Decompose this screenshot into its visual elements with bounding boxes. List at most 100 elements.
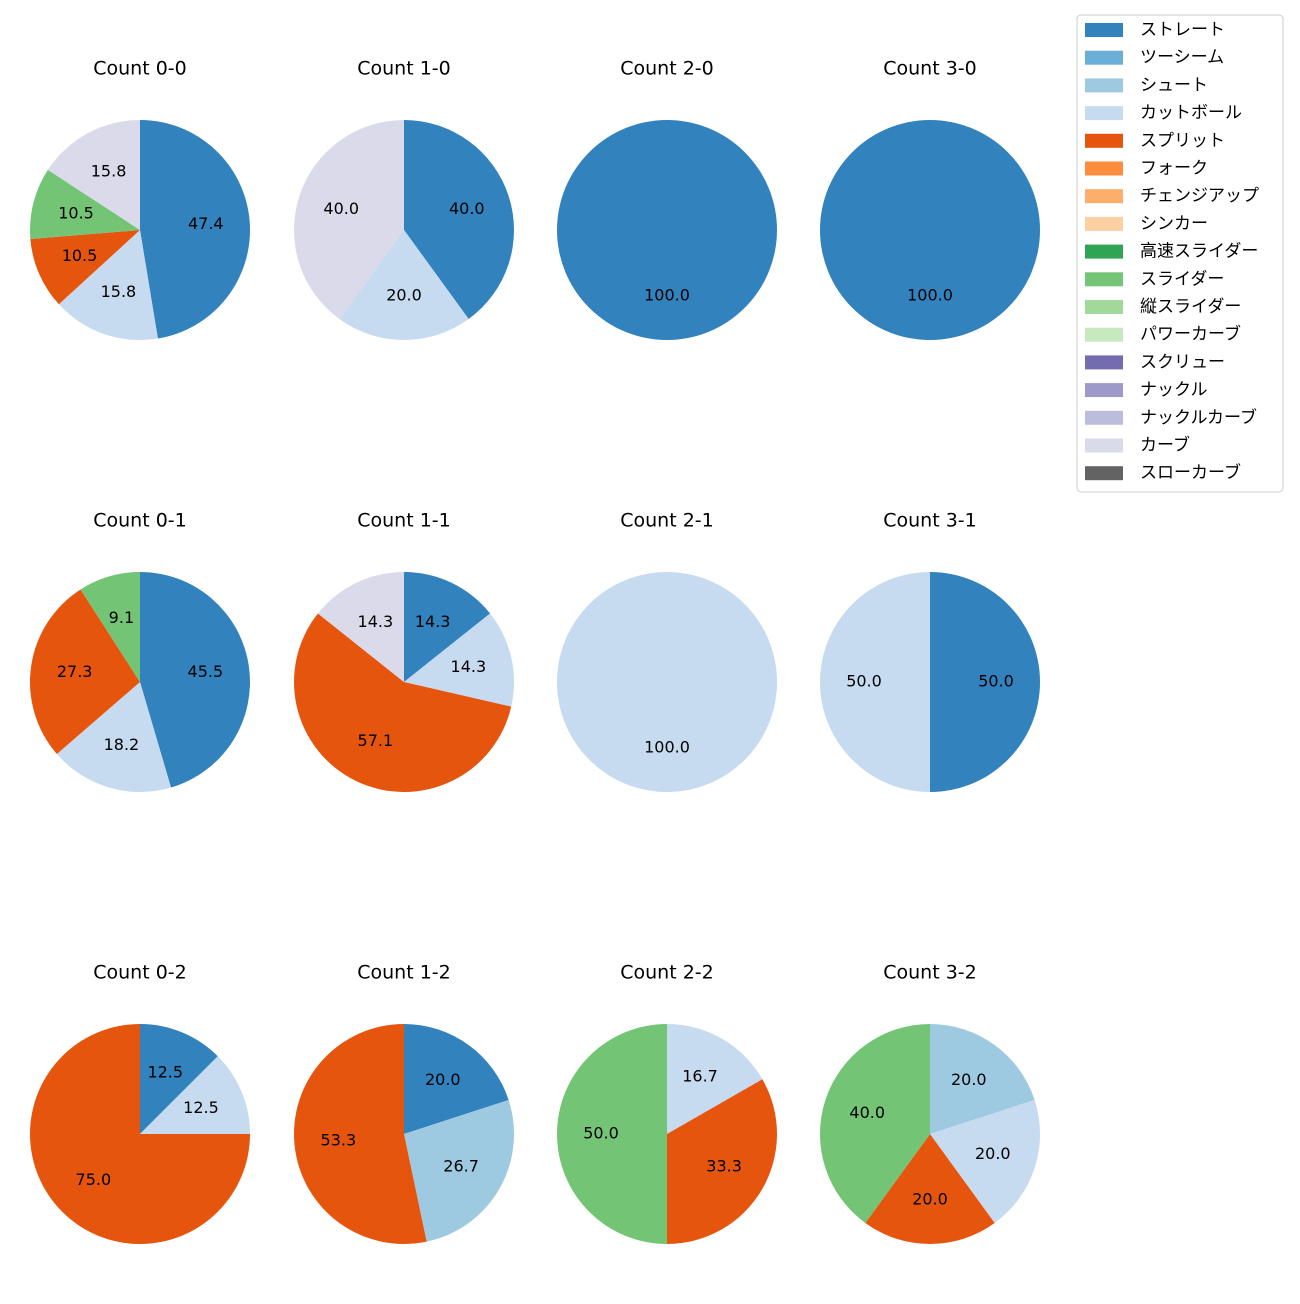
pie-wedge [58,230,158,341]
pie-wedge [140,572,251,788]
legend-label: スローカーブ [1140,462,1241,483]
pie-title: Count 3-1 [883,510,977,532]
pie-wedge [930,572,1040,792]
value-label: 12.5 [183,1098,219,1117]
value-label: 10.5 [62,246,98,265]
pie-wedge [667,1024,763,1134]
legend-label: フォーク [1140,159,1208,179]
pie-wedge [339,230,469,341]
pie-wedge [140,1024,218,1134]
pie-title: Count 2-2 [620,962,714,984]
pie-wedge [930,1100,1040,1223]
pie-wedge [404,1024,509,1134]
pie-wedge [667,1079,777,1244]
value-label: 20.0 [425,1070,461,1089]
value-label: 12.5 [147,1063,183,1082]
value-label: 20.0 [912,1190,948,1209]
pie-title: Count 0-0 [93,58,187,80]
value-label: 20.0 [975,1144,1011,1163]
legend-label: パワーカーブ [1140,324,1241,345]
value-label: 27.3 [57,662,93,681]
pie-wedge [30,1024,250,1244]
legend-label: シンカー [1140,214,1208,234]
legend-swatch [1085,383,1123,398]
legend-label: ナックルカーブ [1140,407,1257,428]
pie-title: Count 2-0 [620,58,714,80]
value-label: 10.5 [58,203,94,222]
value-label: 20.0 [951,1070,987,1089]
legend-swatch [1085,300,1123,314]
pie-title: Count 1-0 [357,58,451,80]
pie-wedge [557,120,777,340]
value-label: 16.7 [682,1066,718,1085]
pie-wedge [30,230,141,305]
legend-label: カーブ [1140,435,1190,456]
legend-label: ナックル [1140,380,1208,400]
pie-wedge [557,572,777,792]
pie-wedge [30,169,141,239]
legend-swatch [1085,189,1123,204]
pie-title: Count 1-2 [357,962,451,984]
value-label: 100.0 [907,286,953,305]
value-label: 50.0 [978,672,1014,691]
pie-wedge [47,120,140,230]
pie-wedge [30,589,140,755]
pie-wedge [404,1100,514,1242]
value-label: 14.3 [358,612,394,631]
pie-wedge [140,1056,250,1134]
legend-label: カットボール [1140,103,1242,123]
pie-wedge [294,1024,427,1244]
value-label: 26.7 [443,1157,479,1176]
pie-wedge [404,572,491,682]
legend-swatch [1085,23,1123,37]
pie-wedge [865,1134,995,1244]
legend-swatch [1085,327,1123,342]
legend-swatch [1085,466,1123,481]
pie-wedge [56,682,171,792]
legend-label: ストレート [1140,20,1225,40]
value-label: 40.0 [449,199,485,218]
value-label: 9.1 [109,608,134,627]
legend-label: スクリュー [1140,352,1225,372]
value-label: 47.4 [188,214,224,233]
pie-title: Count 3-2 [883,962,977,984]
value-label: 100.0 [644,738,690,757]
legend-swatch [1085,106,1123,121]
pie-wedge [317,572,404,682]
value-label: 14.3 [451,657,487,676]
legend-swatch [1085,161,1123,176]
legend-swatch [1085,410,1123,425]
pie-wedge [557,1024,667,1244]
pie-wedge [404,120,515,319]
pie-wedge [820,1024,930,1223]
legend-label: ツーシーム [1140,48,1224,68]
pie-title: Count 0-1 [93,510,187,532]
value-label: 33.3 [706,1157,742,1176]
legend-swatch [1085,438,1123,453]
pie-title: Count 0-2 [93,962,187,984]
value-label: 53.3 [321,1130,357,1149]
legend-label: チェンジアップ [1140,186,1259,206]
legend-swatch [1085,133,1123,148]
pie-wedge [930,1024,1035,1134]
pie-wedge [820,572,930,792]
value-label: 45.5 [188,662,224,681]
value-label: 15.8 [91,161,127,180]
value-label: 14.3 [415,612,451,631]
pie-wedge [293,613,512,792]
pie-title: Count 2-1 [620,510,714,532]
legend-swatch [1085,50,1123,65]
value-label: 50.0 [583,1124,619,1143]
legend-label: スライダー [1140,269,1224,289]
value-label: 18.2 [104,735,140,754]
value-label: 40.0 [849,1103,885,1122]
legend-label: 高速スライダー [1140,242,1258,262]
legend-swatch [1085,355,1123,370]
legend-label: スプリット [1140,131,1225,151]
value-label: 75.0 [76,1170,112,1189]
value-label: 20.0 [386,286,422,305]
legend-swatch [1085,272,1123,287]
value-label: 57.1 [358,731,394,750]
legend-swatch [1085,244,1123,259]
legend-swatch [1085,78,1123,93]
